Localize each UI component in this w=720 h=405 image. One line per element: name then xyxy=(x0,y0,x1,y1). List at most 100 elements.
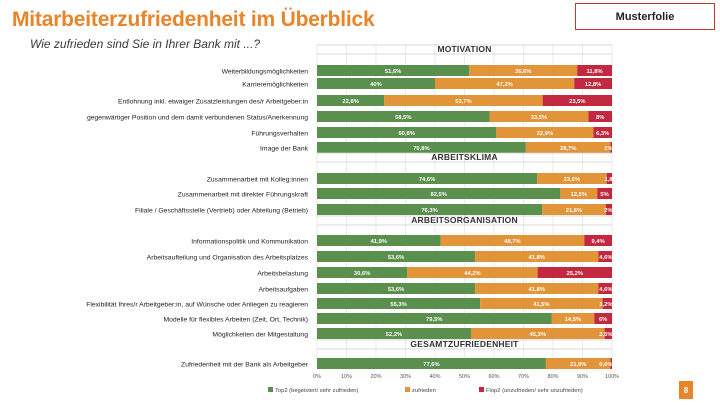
data-label: 0,6% xyxy=(599,362,612,368)
data-label: 79,5% xyxy=(426,317,442,323)
bar-segment-zufrieden xyxy=(496,127,594,138)
x-tick-label: 100% xyxy=(605,374,619,380)
x-tick-label: 10% xyxy=(341,374,352,380)
bar-segment-zufrieden xyxy=(440,235,585,246)
category-label: Weiterbildungsmöglichkeiten xyxy=(222,69,309,76)
legend-swatch xyxy=(268,387,273,392)
bar-segment-top2 xyxy=(317,111,490,122)
data-label: 30,6% xyxy=(354,271,370,277)
category-label: Zusammenarbeit mit Kolleg:innen xyxy=(207,177,308,184)
bar-segment-zufrieden xyxy=(489,111,589,122)
page-number: 8 xyxy=(679,381,693,399)
data-label: 21,9% xyxy=(570,362,586,368)
bar-segment-flop2 xyxy=(604,328,612,339)
bar-segment-flop2 xyxy=(537,267,612,278)
data-label: 48,7% xyxy=(504,239,520,245)
bar-segment-top2 xyxy=(317,313,552,324)
data-label: 8% xyxy=(596,115,604,121)
data-label: 4,6% xyxy=(599,255,612,261)
data-label: 2,5% xyxy=(599,332,612,338)
bar-segment-zufrieden xyxy=(469,65,578,76)
bar-segment-top2 xyxy=(317,204,543,215)
bar-segment-top2 xyxy=(317,65,470,76)
bar-segment-top2 xyxy=(317,328,471,339)
data-label: 82,5% xyxy=(430,192,446,198)
category-label: Zusammenarbeit mit direkter Führungskraf… xyxy=(178,192,308,199)
bar-segment-top2 xyxy=(317,267,408,278)
category-label: Image der Bank xyxy=(260,146,309,153)
section-title: GESAMTZUFRIEDENHEIT xyxy=(410,339,519,349)
legend-label: Flop2 (unzufrieden/ sehr unzufrieden) xyxy=(486,388,583,394)
category-label: Filiale / Geschäftsstelle (Vertrieb) ode… xyxy=(135,208,308,215)
bar-segment-top2 xyxy=(317,188,561,199)
data-label: 53,7% xyxy=(455,99,471,105)
bar-segment-flop2 xyxy=(542,95,612,106)
bar-segment-flop2 xyxy=(577,65,612,76)
bar-segment-flop2 xyxy=(588,111,612,122)
bar-segment-flop2 xyxy=(597,188,612,199)
legend-label: zufrieden xyxy=(412,388,436,394)
category-label: Karrieremöglichkeiten xyxy=(242,82,308,89)
category-label: Flexibilität Ihres/r Arbeitgeber:in, auf… xyxy=(86,302,308,309)
data-label: 53,6% xyxy=(388,255,404,261)
category-label: Zufriedenheit mit der Bank als Arbeitgeb… xyxy=(181,362,309,369)
bar-segment-zufrieden xyxy=(551,313,595,324)
data-label: 41,8% xyxy=(529,287,545,293)
data-label: 12,5% xyxy=(571,192,587,198)
bar-segment-flop2 xyxy=(598,251,612,262)
data-label: 77,6% xyxy=(423,362,439,368)
section-title: ARBEITSKLIMA xyxy=(431,152,498,162)
bar-segment-flop2 xyxy=(594,313,612,324)
bar-segment-zufrieden xyxy=(545,358,611,369)
bar-segment-top2 xyxy=(317,142,526,153)
legend-swatch xyxy=(405,387,410,392)
data-label: 45,3% xyxy=(530,332,546,338)
data-label: 4,6% xyxy=(599,287,612,293)
data-label: 33,5% xyxy=(531,115,547,121)
page-title: Mitarbeiterzufriedenheit im Überblick xyxy=(12,8,375,31)
category-label: Möglichkeiten der Mitgestaltung xyxy=(212,332,308,339)
bar-segment-flop2 xyxy=(602,298,612,309)
bar-segment-zufrieden xyxy=(407,267,538,278)
bar-segment-zufrieden xyxy=(537,173,607,184)
x-tick-label: 20% xyxy=(370,374,381,380)
bar-segment-zufrieden xyxy=(470,328,605,339)
bar-segment-flop2 xyxy=(598,283,612,294)
bar-segment-flop2 xyxy=(610,142,612,153)
bar-segment-top2 xyxy=(317,251,476,262)
bar-segment-flop2 xyxy=(593,127,612,138)
bar-segment-flop2 xyxy=(605,204,612,215)
data-label: 32,9% xyxy=(537,131,553,137)
data-label: 1,8 xyxy=(604,177,613,183)
data-label: 55,3% xyxy=(390,302,406,308)
x-tick-label: 60% xyxy=(488,374,499,380)
legend-swatch xyxy=(479,387,484,392)
data-label: 41,8% xyxy=(529,255,545,261)
section-title: ARBEITSORGANISATION xyxy=(411,215,518,225)
x-tick-label: 0% xyxy=(313,374,321,380)
data-label: 3,2% xyxy=(599,302,612,308)
data-label: 52,2% xyxy=(386,332,402,338)
category-label: Arbeitsaufteilung und Organisation des A… xyxy=(147,255,309,262)
bar-segment-flop2 xyxy=(584,235,612,246)
data-label: 44,2% xyxy=(464,271,480,277)
bar-segment-top2 xyxy=(317,127,497,138)
data-label: 2% xyxy=(604,208,612,214)
bar-segment-top2 xyxy=(317,173,538,184)
data-label: 76,3% xyxy=(421,208,437,214)
data-label: 53,6% xyxy=(388,287,404,293)
category-label: Informationspolitik und Kommunikation xyxy=(191,239,308,246)
data-label: 47,2% xyxy=(496,82,512,88)
musterfolie-badge: Musterfolie xyxy=(575,3,715,30)
category-label: Entlohnung inkl. etwaiger Zusatzleistung… xyxy=(118,99,308,106)
data-label: 5% xyxy=(600,192,608,198)
data-label: 40% xyxy=(370,82,382,88)
x-tick-label: 70% xyxy=(518,374,529,380)
bar-segment-zufrieden xyxy=(475,283,599,294)
x-tick-label: 80% xyxy=(547,374,558,380)
bar-segment-top2 xyxy=(317,95,385,106)
x-tick-label: 90% xyxy=(577,374,588,380)
data-label: 11,8% xyxy=(587,69,603,75)
bar-segment-flop2 xyxy=(574,78,612,89)
